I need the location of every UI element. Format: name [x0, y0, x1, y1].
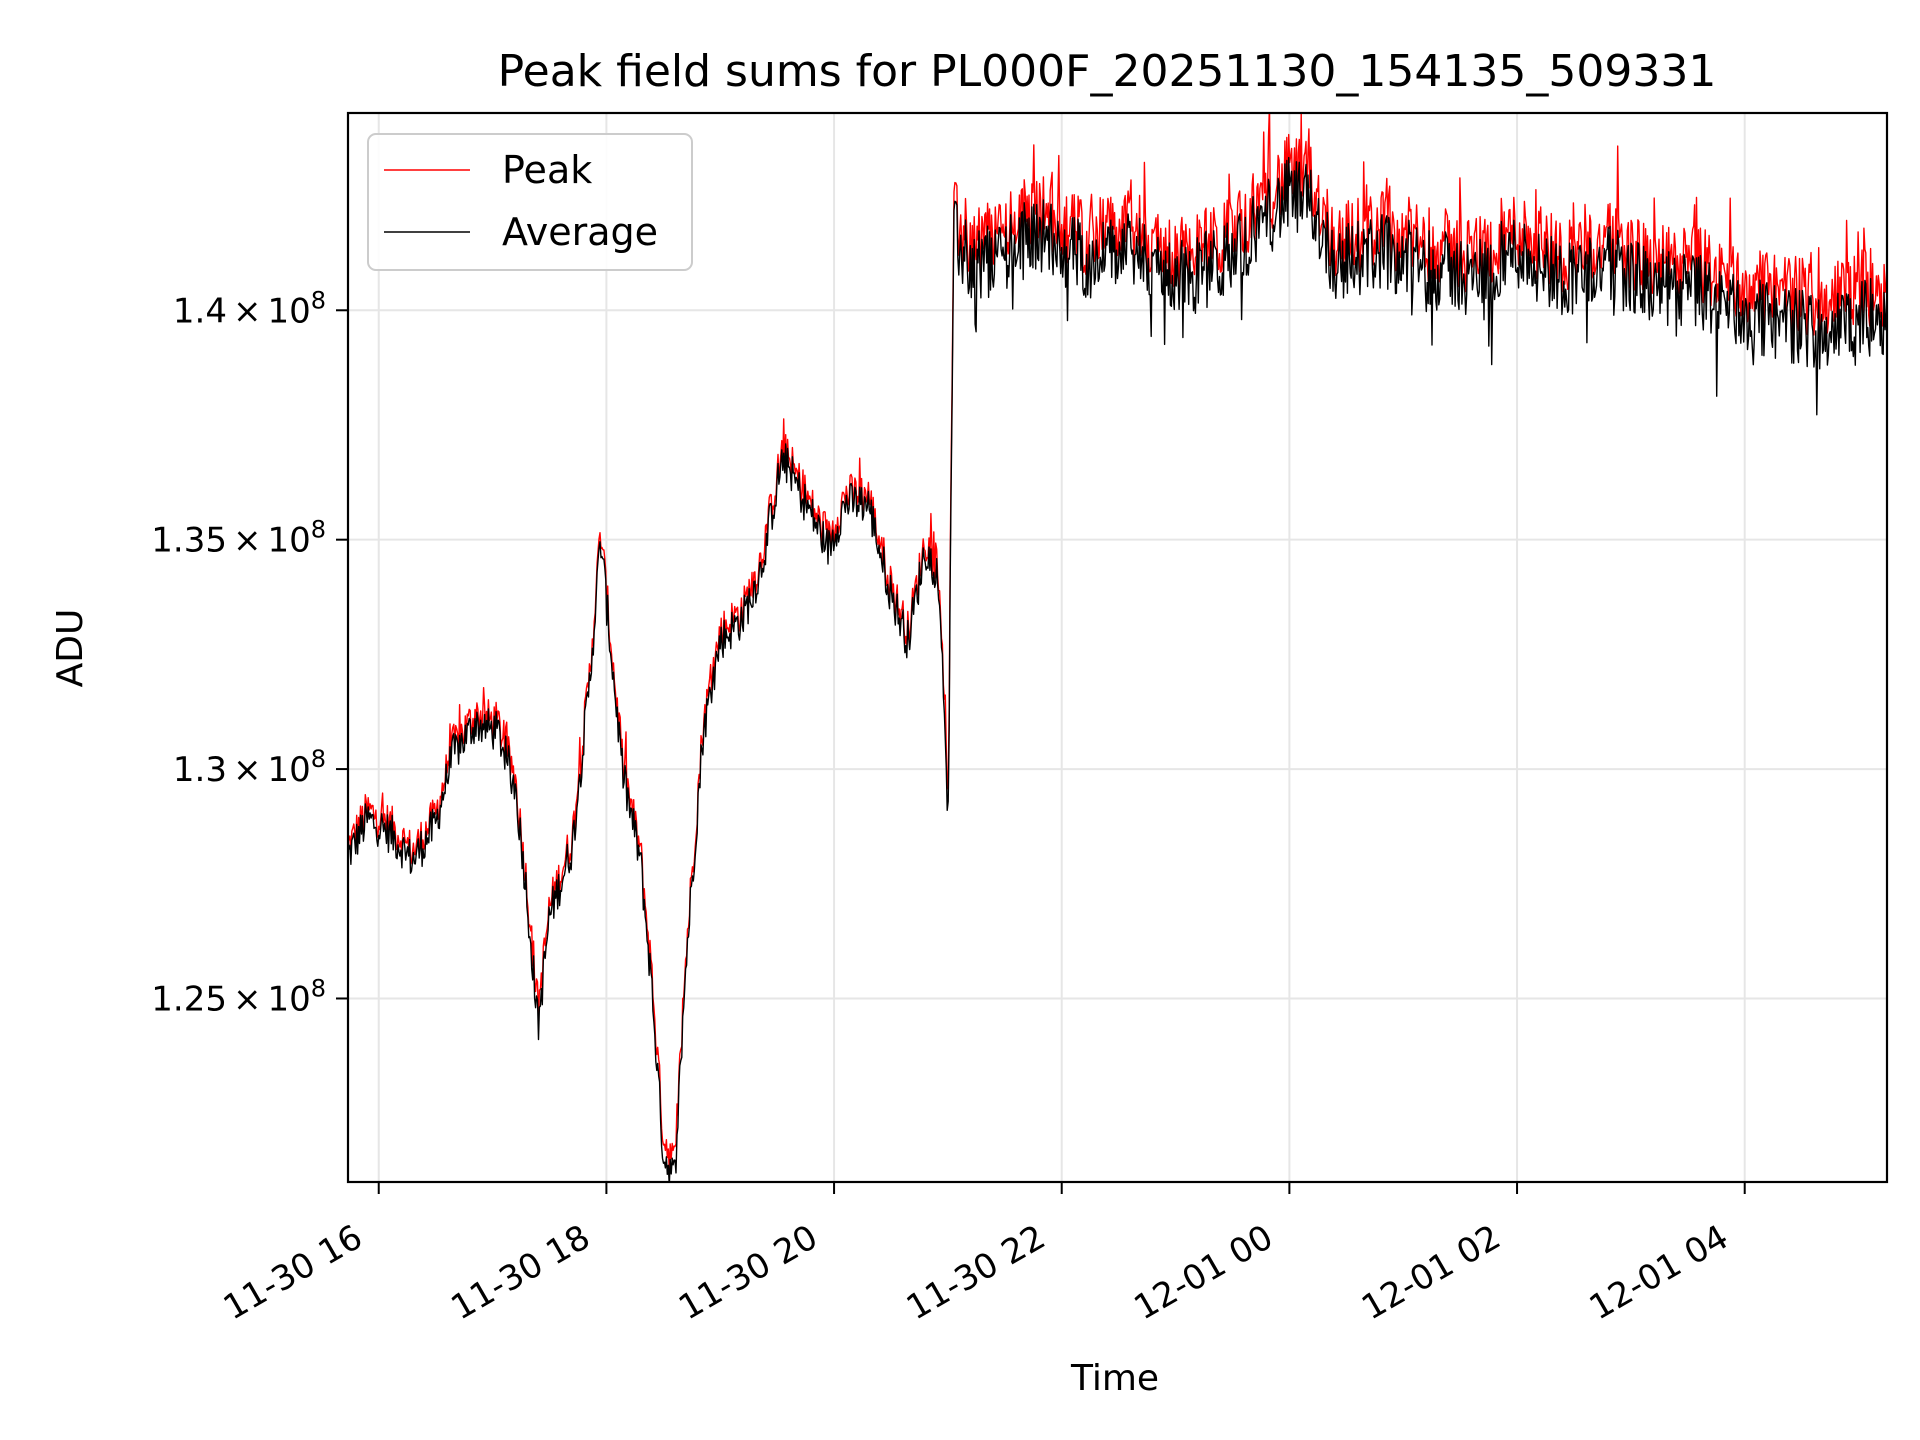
- y-tick-label: 1.25 × 108: [151, 974, 326, 1019]
- x-axis-label: Time: [1070, 1358, 1159, 1399]
- y-tick-label: 1.35 × 108: [151, 516, 326, 561]
- y-tick-label: 1.4 × 108: [173, 286, 326, 331]
- series-line-average: [348, 156, 1887, 1182]
- series-layer: [348, 113, 1887, 1182]
- chart-title: Peak field sums for PL000F_20251130_1541…: [498, 46, 1717, 97]
- y-tick-label: 1.3 × 108: [173, 745, 326, 790]
- plot-frame: [346, 111, 1889, 1184]
- legend-label-average: Average: [502, 210, 658, 254]
- legend-box: [367, 133, 693, 271]
- legend: Peak Average: [367, 133, 693, 271]
- y-axis-label: ADU: [50, 609, 91, 688]
- legend-label-peak: Peak: [502, 148, 592, 192]
- y-axis: 1.25 × 108 1.3 × 108 1.35 × 108 1.4 × 108: [151, 286, 348, 1019]
